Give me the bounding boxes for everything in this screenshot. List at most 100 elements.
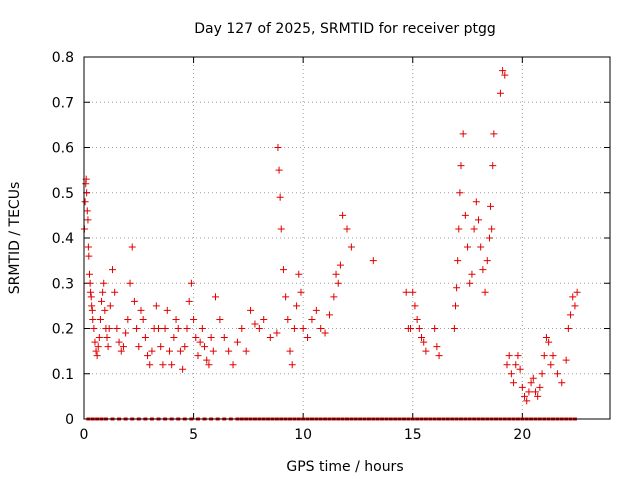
data-point bbox=[325, 311, 333, 319]
data-point bbox=[317, 325, 325, 332]
data-point bbox=[88, 306, 96, 314]
data-point bbox=[413, 315, 421, 323]
data-point bbox=[521, 392, 529, 400]
data-point bbox=[94, 343, 102, 351]
data-point bbox=[479, 266, 487, 274]
data-point bbox=[83, 207, 91, 215]
data-point bbox=[321, 329, 329, 337]
data-point bbox=[453, 284, 461, 292]
data-point bbox=[141, 334, 149, 342]
data-point bbox=[172, 315, 180, 323]
data-point bbox=[95, 334, 103, 342]
data-point bbox=[98, 297, 106, 305]
data-point bbox=[225, 347, 233, 355]
data-point bbox=[457, 162, 465, 170]
data-point bbox=[451, 302, 459, 310]
data-point bbox=[179, 365, 187, 373]
data-point bbox=[144, 352, 152, 360]
data-point bbox=[101, 306, 109, 314]
data-point bbox=[455, 225, 463, 233]
data-point bbox=[187, 279, 195, 287]
data-point bbox=[562, 356, 570, 364]
data-point bbox=[347, 243, 355, 251]
data-point bbox=[402, 288, 410, 296]
data-point bbox=[128, 243, 136, 251]
data-point bbox=[547, 361, 555, 369]
data-point bbox=[229, 361, 237, 369]
data-point bbox=[104, 343, 112, 351]
data-point bbox=[459, 130, 467, 138]
data-point bbox=[512, 361, 520, 369]
data-point bbox=[569, 293, 577, 301]
data-point bbox=[545, 338, 553, 346]
data-point bbox=[260, 315, 268, 323]
y-tick-label: 0.3 bbox=[52, 276, 74, 292]
data-point bbox=[542, 334, 550, 342]
data-point bbox=[251, 320, 259, 328]
data-point bbox=[485, 234, 493, 242]
data-point bbox=[124, 315, 132, 323]
data-point bbox=[198, 325, 206, 332]
data-point bbox=[339, 211, 347, 219]
data-point bbox=[273, 329, 281, 337]
data-point bbox=[90, 325, 98, 332]
data-point bbox=[233, 338, 241, 346]
data-point bbox=[255, 325, 263, 332]
data-point bbox=[100, 279, 108, 287]
data-point bbox=[525, 388, 533, 396]
data-point bbox=[475, 216, 482, 224]
data-point bbox=[433, 343, 441, 351]
y-tick-label: 0.1 bbox=[52, 367, 74, 383]
data-point bbox=[558, 379, 566, 387]
data-point bbox=[89, 315, 97, 323]
data-point bbox=[174, 325, 182, 332]
data-point bbox=[334, 279, 342, 287]
data-point bbox=[84, 243, 92, 251]
y-axis-label: SRMTID / TECUs bbox=[7, 182, 23, 295]
data-point bbox=[299, 325, 307, 332]
data-point bbox=[139, 315, 147, 323]
data-point bbox=[85, 252, 93, 260]
plot-frame bbox=[83, 56, 611, 420]
data-point bbox=[288, 361, 296, 369]
data-point bbox=[464, 243, 472, 251]
data-point bbox=[282, 293, 290, 301]
data-point bbox=[194, 352, 202, 360]
y-tick-label: 0.7 bbox=[52, 95, 74, 111]
data-point bbox=[201, 343, 209, 351]
data-point bbox=[238, 325, 246, 332]
data-point bbox=[286, 347, 294, 355]
data-point bbox=[284, 315, 292, 323]
data-point bbox=[85, 270, 93, 278]
data-point bbox=[159, 361, 167, 369]
x-axis-label: GPS time / hours bbox=[286, 459, 403, 475]
data-point bbox=[304, 334, 312, 342]
data-point bbox=[538, 370, 546, 378]
data-point bbox=[336, 261, 344, 269]
data-point bbox=[466, 279, 474, 287]
data-point bbox=[468, 270, 476, 278]
data-point bbox=[106, 302, 114, 310]
data-point bbox=[454, 257, 462, 265]
data-point bbox=[275, 166, 283, 174]
data-point bbox=[431, 325, 439, 332]
data-point bbox=[332, 270, 340, 278]
tick-labels: 0 0.1 0.2 0.3 0.4 0.5 0.6 0.7 0.8 0 5 10 15 20 bbox=[52, 50, 532, 443]
data-point bbox=[108, 266, 116, 274]
data-point bbox=[477, 243, 485, 251]
data-point bbox=[527, 379, 535, 387]
data-point bbox=[505, 352, 513, 360]
data-point bbox=[152, 302, 160, 310]
data-point bbox=[146, 361, 154, 369]
data-point bbox=[122, 329, 130, 337]
data-point bbox=[207, 334, 215, 342]
data-point bbox=[456, 189, 464, 197]
data-point bbox=[571, 302, 579, 310]
data-point bbox=[297, 288, 305, 296]
data-point bbox=[81, 198, 89, 206]
data-point bbox=[96, 315, 104, 323]
data-point bbox=[242, 347, 250, 355]
data-point bbox=[481, 288, 489, 296]
data-point bbox=[295, 270, 303, 278]
data-point bbox=[135, 343, 143, 351]
